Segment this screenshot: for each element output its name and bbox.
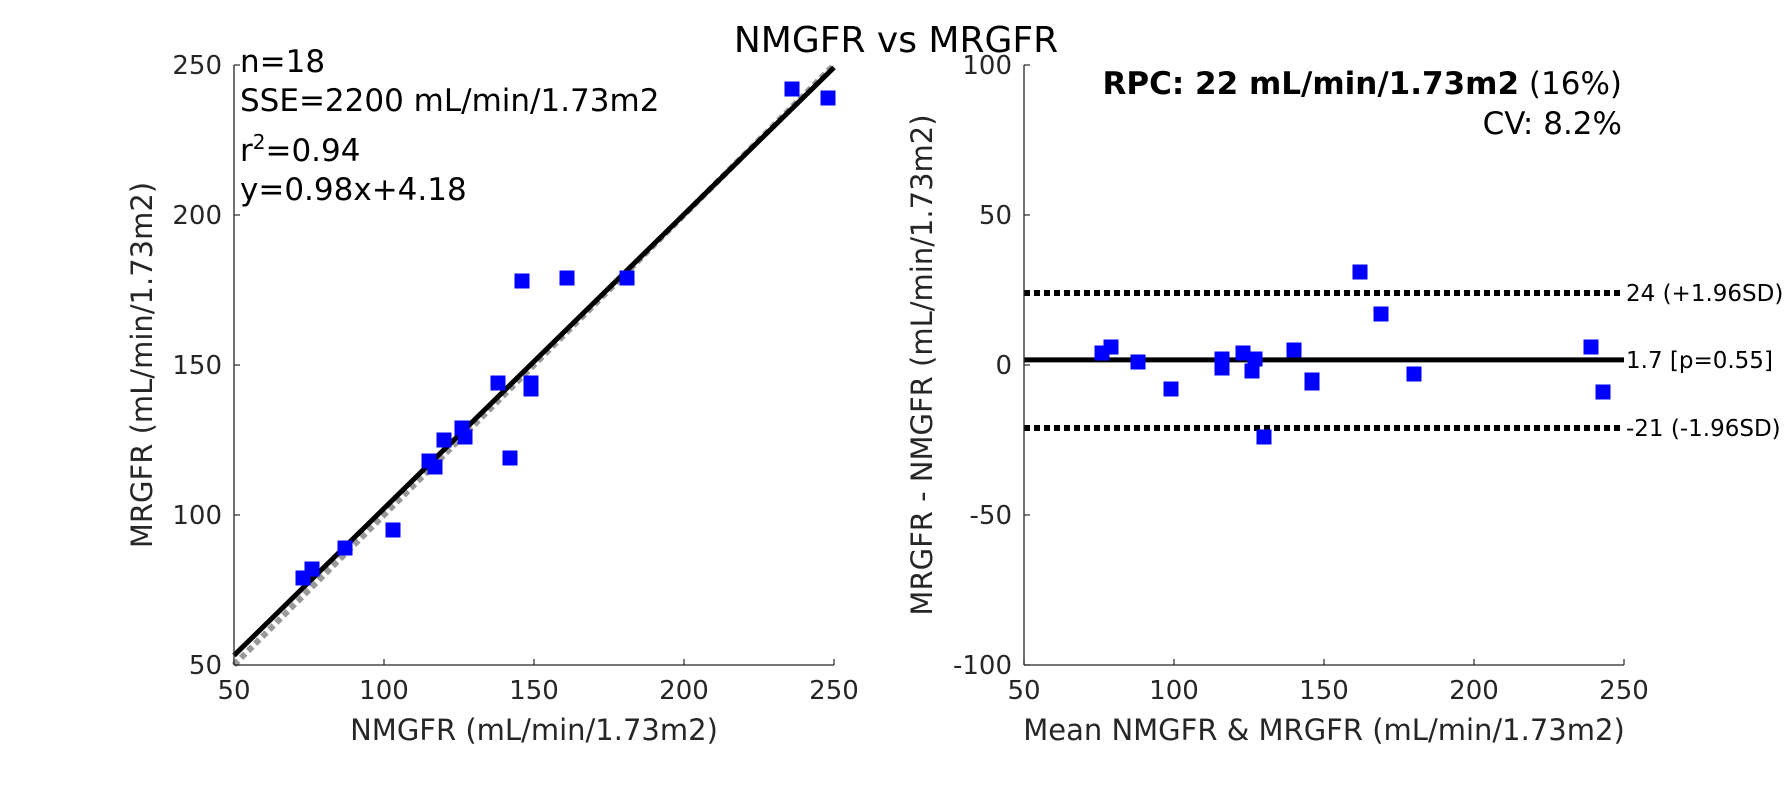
data-point [1247, 351, 1263, 367]
stat-r2: r2=0.94 [240, 130, 360, 169]
line-label: 1.7 [p=0.55] [1626, 348, 1773, 374]
figure-title: NMGFR vs MRGFR [734, 20, 1058, 61]
data-point [1256, 429, 1272, 445]
bland-altman-lines [1024, 290, 1624, 431]
correlation-plot: 50 100 150 200 250 50 100 150 200 250 NMGFR (mL/m… [125, 44, 859, 747]
x-tick-label: 250 [809, 676, 859, 706]
data-point [457, 429, 473, 445]
data-point [1583, 339, 1599, 355]
x-tick-label: 200 [659, 676, 709, 706]
rpc-annotation: RPC: 22 mL/min/1.73m2 (16%) [1103, 66, 1622, 102]
bland-altman-plot: 50 100 150 200 250 -100 -50 0 50 100 24 (+1.96SD)… [905, 51, 1783, 747]
data-point [1352, 264, 1368, 280]
data-point [1235, 345, 1251, 361]
data-point [385, 522, 401, 538]
data-point [1286, 342, 1302, 358]
data-point [523, 381, 539, 397]
bland-altman-x-axis-label: Mean NMGFR & MRGFR (mL/min/1.73m2) [1023, 713, 1625, 747]
y-tick-label: 150 [172, 351, 222, 381]
stat-n: n=18 [240, 44, 325, 80]
x-tick-label: 100 [359, 676, 409, 706]
data-point [427, 459, 443, 475]
y-tick-label: 250 [172, 51, 222, 81]
y-tick-label: 200 [172, 201, 222, 231]
x-tick-label: 50 [1007, 676, 1040, 706]
data-point [1103, 339, 1119, 355]
fit-line [232, 65, 836, 658]
line-label: -21 (-1.96SD) [1626, 416, 1781, 442]
stat-sse: SSE=2200 mL/min/1.73m2 [240, 83, 659, 119]
y-tick-label: 100 [962, 51, 1012, 81]
data-point [784, 81, 800, 97]
correlation-x-axis-label: NMGFR (mL/min/1.73m2) [350, 713, 718, 747]
rpc-percent: (16%) [1519, 66, 1622, 102]
data-point [1406, 366, 1422, 382]
y-tick-label: -100 [953, 651, 1012, 681]
data-point [1373, 306, 1389, 322]
correlation-tick-labels: 50 100 150 200 250 50 100 150 200 250 [172, 51, 858, 706]
data-point [514, 273, 530, 289]
identity-line [231, 62, 837, 668]
stat-equation: y=0.98x+4.18 [240, 172, 467, 208]
bland-altman-y-axis-label: MRGFR - NMGFR (mL/min/1.73m2) [905, 114, 939, 615]
correlation-stats: n=18 SSE=2200 mL/min/1.73m2 r2=0.94 y=0.… [240, 44, 659, 208]
stat-r2-symbol: r [240, 133, 253, 169]
data-point [820, 90, 836, 106]
data-point [337, 540, 353, 556]
line-label: 24 (+1.96SD) [1626, 281, 1783, 307]
cv-annotation: CV: 8.2% [1483, 106, 1622, 142]
data-point [1595, 384, 1611, 400]
data-point [1244, 363, 1260, 379]
data-point [490, 375, 506, 391]
y-tick-label: -50 [970, 501, 1012, 531]
correlation-lines [231, 62, 837, 668]
y-tick-label: 100 [172, 501, 222, 531]
bland-altman-tick-labels: 50 100 150 200 250 -100 -50 0 50 100 [953, 51, 1649, 706]
correlation-y-axis-label: MRGFR (mL/min/1.73m2) [125, 182, 159, 548]
data-point [502, 450, 518, 466]
x-tick-label: 50 [217, 676, 250, 706]
bland-altman-points [1094, 264, 1611, 445]
data-point [1214, 360, 1230, 376]
x-tick-label: 150 [509, 676, 559, 706]
x-tick-label: 250 [1599, 676, 1649, 706]
y-tick-label: 0 [995, 351, 1012, 381]
rpc-value: RPC: 22 mL/min/1.73m2 [1103, 66, 1520, 102]
data-point [1304, 375, 1320, 391]
stat-r2-value: =0.94 [265, 133, 360, 169]
x-tick-label: 100 [1149, 676, 1199, 706]
data-point [1163, 381, 1179, 397]
stat-r2-superscript: 2 [253, 130, 266, 154]
data-point [1130, 354, 1146, 370]
data-point [559, 270, 575, 286]
data-point [436, 432, 452, 448]
x-tick-label: 150 [1299, 676, 1349, 706]
correlation-points [295, 81, 836, 586]
y-tick-label: 50 [189, 651, 222, 681]
bland-altman-axes [1023, 64, 1625, 666]
x-tick-label: 200 [1449, 676, 1499, 706]
data-point [304, 561, 320, 577]
y-tick-label: 50 [979, 201, 1012, 231]
data-point [619, 270, 635, 286]
correlation-axes [233, 64, 835, 666]
bland-altman-line-labels: 24 (+1.96SD) 1.7 [p=0.55] -21 (-1.96SD) [1626, 281, 1783, 442]
